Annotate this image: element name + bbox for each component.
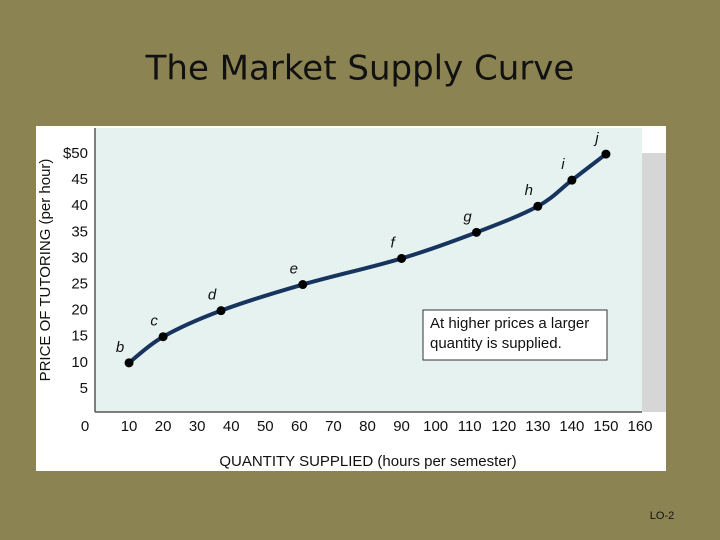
point-marker <box>298 280 308 290</box>
point-marker <box>397 253 407 263</box>
y-tick-label: 45 <box>71 171 88 188</box>
point-label: e <box>290 261 298 278</box>
point-label: f <box>390 234 396 251</box>
point-marker <box>601 149 611 159</box>
x-axis-label: QUANTITY SUPPLIED (hours per semester) <box>219 453 516 470</box>
footer: LO-2 <box>650 510 674 522</box>
x-tick-label: 100 <box>423 418 448 435</box>
x-tick-label: 140 <box>559 418 584 435</box>
x-tick-label: 20 <box>155 418 172 435</box>
x-tick-label: 130 <box>525 418 550 435</box>
annotation-line: quantity is supplied. <box>430 335 562 352</box>
y-tick-label: 25 <box>71 276 88 293</box>
annotation-line: At higher prices a larger <box>430 315 589 332</box>
x-tick-label: 110 <box>458 418 482 435</box>
x-tick-label: 160 <box>627 418 652 435</box>
plot-area <box>95 128 642 412</box>
x-tick-label: 90 <box>393 418 410 435</box>
x-tick-label: 0 <box>81 418 89 435</box>
y-tick-label: 10 <box>71 354 88 371</box>
point-label: h <box>525 182 533 199</box>
point-label: i <box>561 156 565 173</box>
y-tick-label: 5 <box>80 380 88 397</box>
point-marker <box>472 227 481 237</box>
x-tick-label: 80 <box>359 418 376 435</box>
point-marker <box>216 306 226 316</box>
point-marker <box>124 358 134 368</box>
point-label: c <box>150 313 158 330</box>
point-marker <box>533 201 543 211</box>
x-tick-label: 60 <box>291 418 308 435</box>
x-tick-label: 70 <box>325 418 342 435</box>
point-marker <box>567 175 577 185</box>
point-label: g <box>463 208 472 225</box>
x-tick-label: 50 <box>257 418 274 435</box>
y-tick-label: 15 <box>71 328 88 345</box>
x-tick-label: 150 <box>593 418 618 435</box>
y-tick-label: 30 <box>71 249 88 266</box>
y-tick-label: 20 <box>71 302 88 319</box>
point-label: b <box>116 339 124 356</box>
point-label: d <box>208 287 217 304</box>
x-tick-label: 30 <box>189 418 206 435</box>
annotation-box <box>422 309 608 361</box>
x-tick-label: 10 <box>121 418 138 435</box>
y-tick-label: 40 <box>71 197 88 214</box>
y-axis-label: PRICE OF TUTORING (per hour) <box>37 159 54 382</box>
y-tick-label: 35 <box>71 223 88 240</box>
y-tick-label: $50 <box>63 145 88 162</box>
point-label: j <box>593 130 599 147</box>
slide-title: The Market Supply Curve <box>145 49 575 89</box>
x-tick-label: 40 <box>223 418 240 435</box>
panel-shadow <box>642 153 666 412</box>
point-marker <box>158 332 168 342</box>
x-tick-label: 120 <box>491 418 516 435</box>
